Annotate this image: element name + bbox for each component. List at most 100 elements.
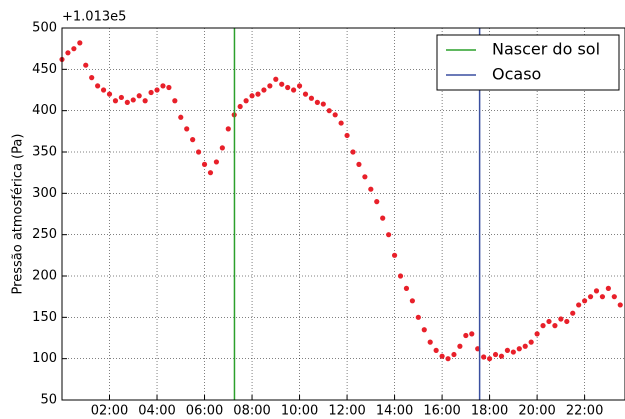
point: [576, 302, 582, 308]
point: [427, 339, 433, 345]
point: [451, 351, 457, 358]
point: [190, 137, 196, 143]
point: [498, 353, 505, 359]
y-tick-label: 150: [32, 310, 57, 325]
point: [582, 298, 588, 304]
point: [89, 75, 95, 81]
y-tick-label: 300: [32, 186, 57, 201]
point: [397, 273, 404, 279]
point: [308, 95, 315, 101]
legend-box: [436, 34, 620, 91]
point: [380, 215, 386, 221]
x-tick-label: 02:00: [91, 404, 128, 419]
point: [564, 318, 570, 325]
point: [469, 331, 475, 337]
point: [481, 354, 487, 360]
point: [570, 310, 576, 316]
point: [195, 149, 202, 155]
point: [433, 347, 439, 353]
plot-frame: [61, 27, 625, 401]
point: [492, 351, 499, 358]
point: [439, 353, 445, 359]
point: [267, 83, 273, 89]
point: [124, 99, 130, 105]
y-axis-label: Pressão atmosférica (Pa): [11, 134, 26, 295]
point: [599, 294, 606, 300]
point: [249, 93, 255, 99]
x-tick-label: 08:00: [233, 404, 270, 419]
point: [486, 356, 493, 362]
point: [350, 149, 356, 155]
point: [552, 323, 558, 329]
point: [65, 50, 71, 56]
point: [273, 76, 279, 82]
point: [409, 298, 415, 304]
point: [112, 98, 119, 104]
point: [184, 126, 190, 132]
point: [457, 343, 463, 349]
x-tick-label: 04:00: [138, 404, 175, 419]
x-tick-label: 10:00: [281, 404, 318, 419]
point: [207, 170, 214, 176]
point: [160, 83, 166, 89]
y-tick-label: 100: [32, 351, 57, 366]
point: [558, 316, 564, 322]
point: [415, 314, 421, 320]
point: [142, 98, 148, 104]
point: [148, 89, 154, 96]
point: [326, 108, 332, 114]
point: [605, 285, 611, 291]
point: [130, 97, 136, 103]
point: [362, 174, 368, 180]
y-tick-label: 250: [32, 227, 57, 242]
point: [243, 98, 249, 104]
point: [344, 132, 350, 139]
y-tick-label: 500: [32, 21, 57, 36]
point: [83, 62, 89, 68]
point: [374, 199, 380, 205]
y-tick-label: 400: [32, 103, 57, 118]
point: [172, 98, 178, 104]
point: [296, 83, 303, 89]
point: [118, 94, 124, 101]
offset-text: +1.013e5: [62, 10, 126, 25]
point: [100, 87, 107, 93]
x-tick-label: 20:00: [518, 404, 555, 419]
scatter-points: [59, 40, 623, 362]
y-tick-label: 50: [40, 393, 57, 408]
point: [421, 327, 427, 333]
point: [95, 83, 101, 89]
x-tick-label: 16:00: [423, 404, 460, 419]
point: [593, 288, 600, 294]
point: [320, 101, 326, 107]
point: [356, 161, 362, 167]
point: [368, 186, 374, 192]
point: [516, 346, 522, 352]
point: [154, 87, 160, 93]
point: [540, 323, 546, 329]
point: [225, 126, 231, 132]
point: [77, 40, 83, 46]
point: [71, 46, 77, 52]
point: [534, 331, 540, 337]
point: [463, 332, 469, 339]
point: [587, 294, 594, 300]
point: [178, 114, 184, 120]
y-tick-label: 350: [32, 145, 57, 160]
point: [510, 349, 516, 355]
point: [136, 93, 142, 99]
point: [386, 232, 392, 238]
y-tick-label: 450: [32, 62, 57, 77]
point: [546, 318, 552, 325]
y-tick-label: 200: [32, 269, 57, 284]
x-tick-label: 14:00: [376, 404, 413, 419]
x-tick-label: 22:00: [566, 404, 603, 419]
x-tick-label: 12:00: [328, 404, 365, 419]
point: [504, 347, 511, 353]
legend-label: Ocaso: [492, 65, 541, 84]
point: [522, 343, 528, 349]
point: [285, 84, 291, 91]
point: [403, 285, 410, 291]
x-tick-label: 06:00: [186, 404, 223, 419]
